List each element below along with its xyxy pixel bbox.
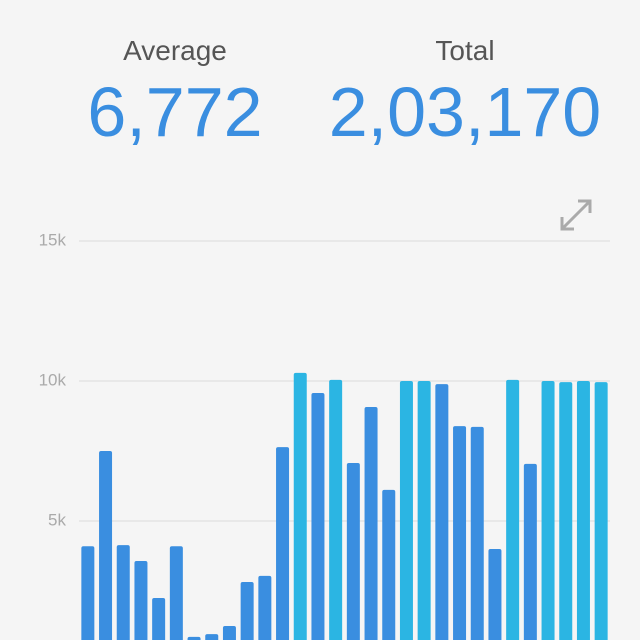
stat-label: Average [123,35,227,66]
stat-label: Total [435,35,494,66]
bar [435,384,449,640]
bar [382,489,396,640]
bar [329,379,343,640]
y-tick-label: 15k [39,230,67,249]
bar [346,463,360,640]
stat-value: 6,772 [87,73,262,151]
bar [276,447,290,640]
stat-value: 2,03,170 [329,73,601,151]
bar [134,561,148,640]
bar [559,382,573,640]
bar [152,598,166,640]
bar [258,575,272,640]
bar [169,546,183,640]
y-tick-label: 5k [48,510,66,529]
bar [417,381,431,640]
y-tick-label: 10k [39,370,67,389]
bar [453,426,467,640]
bar [99,451,113,640]
bar [470,426,484,640]
bar [488,549,502,640]
bar [240,582,254,640]
bar [576,381,590,640]
bar [523,463,537,640]
bar [81,546,95,640]
bar [222,626,236,640]
bar [364,407,378,640]
bar [594,382,608,640]
expand-icon[interactable] [560,199,592,231]
bar [293,372,307,640]
bar [116,545,130,640]
bar [187,636,201,640]
bar [205,634,219,640]
bar [506,379,520,640]
bar [311,393,325,640]
bar [399,381,413,640]
bar [541,381,555,640]
